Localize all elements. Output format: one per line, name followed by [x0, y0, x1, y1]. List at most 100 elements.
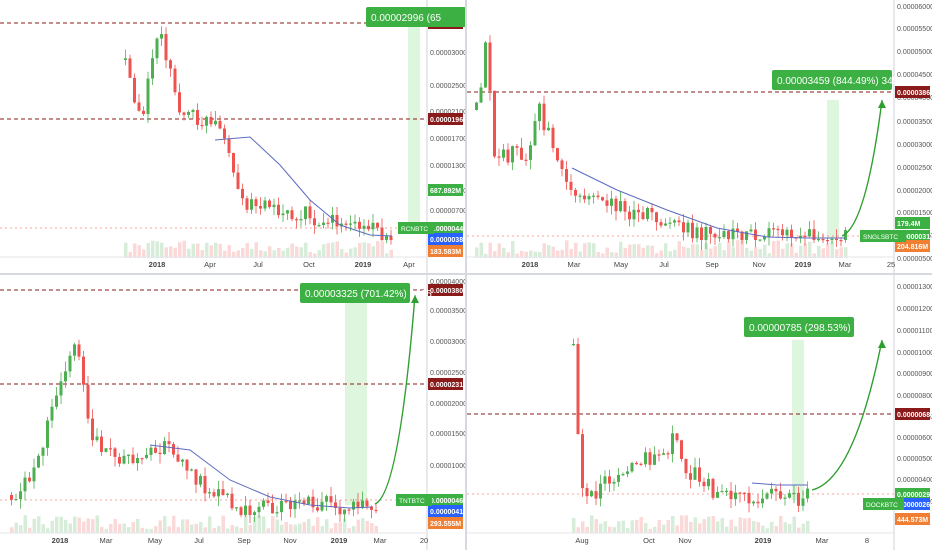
volume-bar [605, 247, 609, 258]
candle-body [343, 509, 346, 515]
volume-bar [46, 528, 50, 533]
volume-bar [338, 522, 342, 533]
candle-body [619, 201, 622, 212]
candle-body [479, 87, 483, 103]
y-tick-label: 0.00004000 [897, 95, 932, 102]
candle-body [623, 201, 627, 212]
chart-svg: 0.00001300 0.00001200 0.00001100 0.00001000… [467, 275, 932, 550]
candle-body [380, 227, 384, 240]
volume-a-tag-bg [428, 184, 463, 196]
candle-body [547, 127, 550, 131]
candle-body [610, 198, 613, 206]
candle-body [154, 447, 157, 453]
ticker-label: TNTBTC [399, 498, 425, 505]
chart-panel-snglsbtc[interactable]: 0.00006000 0.00005500 0.00005000 0.00004500… [467, 0, 932, 273]
volume-bar [203, 527, 207, 533]
candle-body [28, 477, 31, 482]
volume-bar [50, 520, 54, 533]
candle-body [163, 441, 166, 455]
volume-bar [250, 249, 254, 258]
candle-body [37, 455, 40, 468]
volume-bar [792, 516, 796, 533]
volume-bar [28, 527, 32, 533]
volume-bar [630, 520, 634, 533]
volume-bar [164, 247, 168, 258]
x-tick-label: 8 [865, 536, 869, 545]
volume-bar [140, 527, 144, 533]
panel-divider-vertical[interactable] [465, 0, 467, 550]
candle-body [666, 453, 670, 455]
volume-bar [648, 528, 652, 533]
volume-bar [254, 242, 258, 258]
candle-body [727, 231, 730, 240]
candle-body [488, 42, 492, 91]
x-tick-label: Jul [194, 536, 204, 545]
target-zone [792, 340, 804, 500]
candle-body [601, 197, 604, 201]
volume-bar [585, 526, 589, 533]
candle-body [680, 440, 683, 459]
volume-bar [691, 244, 695, 258]
resistance-top-tag-bg [428, 284, 463, 296]
volume-a-tag: 444.573M [897, 517, 928, 524]
volume-bar [569, 248, 573, 258]
volume-bar [684, 515, 688, 533]
volume-bar [208, 516, 212, 533]
candle-body [484, 42, 487, 88]
x-tick-label: 20 [420, 536, 428, 545]
volume-bar [756, 522, 760, 533]
candle-body [725, 490, 728, 492]
candle-body [271, 502, 274, 514]
ticker-badge [863, 498, 904, 510]
candle-body [136, 458, 139, 464]
chart-panel-rcnbtc[interactable]: 0.00003000 0.00002500 0.00002100 0.00001700… [0, 0, 465, 273]
candle-body [14, 499, 18, 501]
candle-body [365, 500, 369, 507]
candle-body [713, 233, 717, 238]
x-tick-label: Apr [204, 260, 216, 269]
candle-body [608, 476, 611, 484]
candle-body [801, 498, 805, 506]
chart-panel-dockbtc[interactable]: 0.00001300 0.00001200 0.00001100 0.00001000… [467, 275, 932, 550]
volume-bar [389, 249, 393, 258]
volume-bar [581, 521, 585, 533]
candle-body [155, 38, 159, 59]
y-tick-label: 0.00002000 [430, 401, 465, 408]
candle-body [529, 145, 532, 160]
panel-divider-horizontal[interactable] [0, 273, 932, 275]
candle-body [756, 501, 760, 504]
candle-body [200, 124, 204, 127]
candle-body [542, 103, 546, 131]
moving-average-line [751, 482, 807, 486]
candle-body [239, 507, 243, 515]
volume-bar [64, 519, 68, 533]
candle-body [376, 222, 379, 228]
candle-body [817, 238, 820, 241]
volume-bar [533, 251, 537, 258]
candle-body [55, 395, 58, 407]
candle-body [844, 230, 847, 240]
volume-bar [236, 250, 240, 258]
volume-bar [765, 528, 769, 533]
volume-bar [176, 527, 180, 533]
candle-body [104, 448, 108, 452]
volume-bar [639, 517, 643, 533]
candle-body [185, 459, 189, 471]
candle-body [707, 478, 710, 487]
last-price-tag: 0.00000317 [897, 234, 932, 241]
volume-bar [817, 245, 821, 258]
volume-bar [340, 248, 344, 258]
candle-body [740, 231, 744, 240]
volume-bar [725, 526, 729, 533]
candle-body [313, 218, 316, 226]
candle-body [743, 492, 746, 494]
chart-panel-tntbtc[interactable]: 0.00004000 0.00003500 0.00003000 0.00002500… [0, 275, 465, 550]
candle-body [41, 447, 45, 456]
candle-body [205, 116, 208, 126]
candle-body [266, 500, 270, 503]
x-tick-label: May [148, 536, 162, 545]
volume-bar [666, 520, 670, 533]
candle-body [113, 448, 117, 457]
candle-body [280, 501, 283, 513]
volume-bar [524, 251, 528, 258]
